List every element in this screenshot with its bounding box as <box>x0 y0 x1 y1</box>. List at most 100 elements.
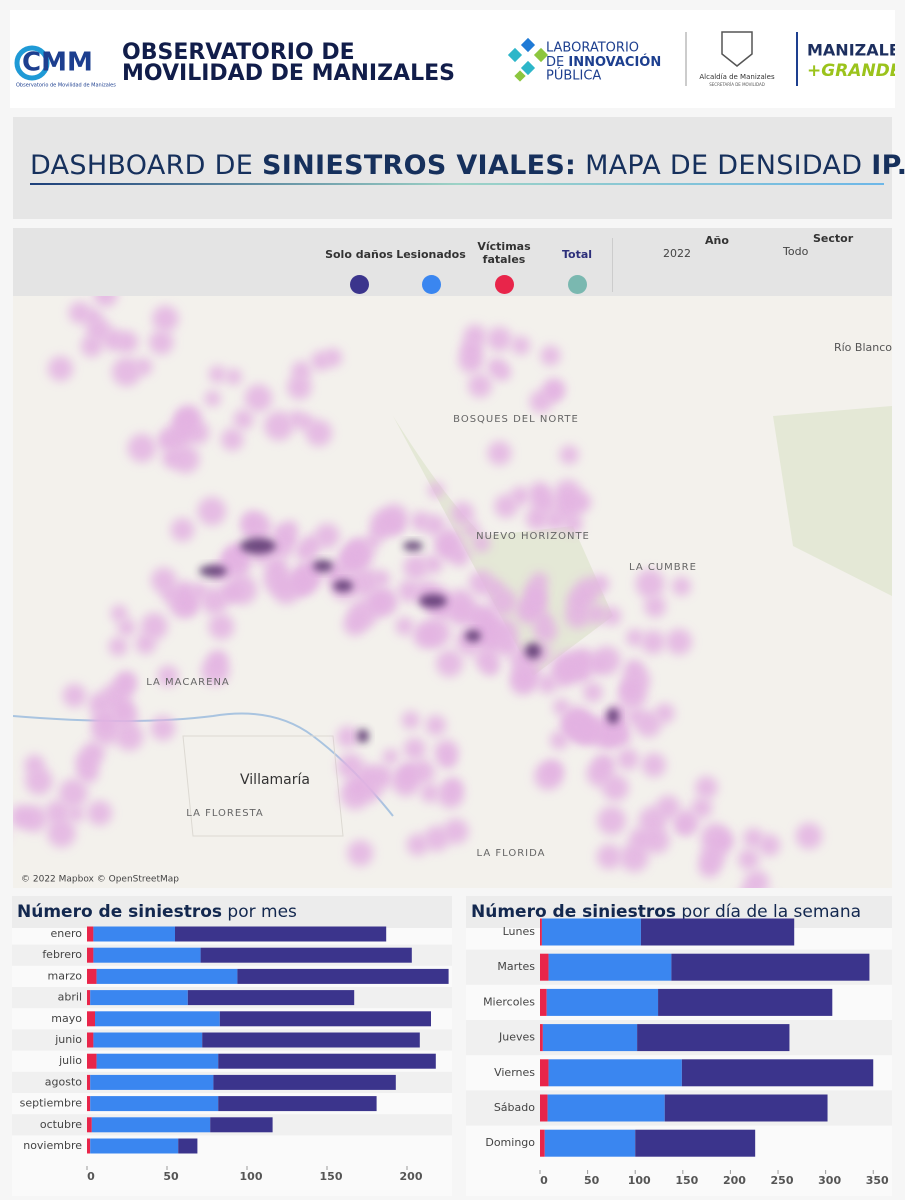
density-blob <box>635 569 665 599</box>
bar-segment <box>87 990 91 1006</box>
density-blob <box>111 703 138 730</box>
density-blob <box>442 777 463 798</box>
year-value[interactable]: 2022 <box>663 247 691 260</box>
lab-text: LABORATORIO <box>546 41 639 56</box>
legend-swatch[interactable] <box>568 275 587 294</box>
dashboard-title: DASHBOARD DE SINIESTROS VIALES: MAPA DE … <box>30 150 905 181</box>
density-blob <box>281 520 298 537</box>
bar-segment <box>93 947 201 963</box>
density-blob <box>530 572 549 591</box>
category-label: Viernes <box>494 1066 535 1079</box>
map-label: BOSQUES DEL NORTE <box>453 414 579 425</box>
legend-label: Solo daños <box>325 248 393 261</box>
map-attribution: © 2022 Mapbox © OpenStreetMap <box>21 875 179 885</box>
density-blob <box>758 834 781 857</box>
secretaria: SECRETARÍA DE MOVILIDAD <box>709 82 765 87</box>
density-blob <box>371 523 388 540</box>
density-blob <box>401 710 420 730</box>
legend-swatch[interactable] <box>350 275 369 294</box>
density-blob <box>695 776 718 799</box>
density-blob <box>208 613 235 640</box>
chart-subtitle: por día de la semana <box>681 902 861 922</box>
map-label: NUEVO HORIZONTE <box>476 531 590 542</box>
density-blob <box>227 574 258 605</box>
sector-value[interactable]: Todo <box>783 245 809 258</box>
density-blob <box>533 619 558 644</box>
bar-segment <box>218 1053 436 1069</box>
density-blob <box>423 825 450 852</box>
density-blob <box>527 587 547 607</box>
density-blob <box>588 656 607 674</box>
density-blob <box>482 659 499 676</box>
city-brand: MANIZALES <box>807 41 895 60</box>
legend-label: Total <box>561 248 593 261</box>
density-blob <box>511 336 531 355</box>
lab-text: DE INNOVACIÓN <box>546 54 661 70</box>
density-blob <box>460 338 483 361</box>
density-blob <box>676 818 693 835</box>
density-blob <box>263 411 294 441</box>
bar-segment <box>540 1094 548 1122</box>
bar-segment <box>87 1096 91 1112</box>
bar-segment <box>90 990 188 1006</box>
density-blob <box>92 706 117 732</box>
density-blob <box>531 490 557 516</box>
bar-segment <box>542 1024 638 1052</box>
x-tick-label: 0 <box>540 1174 548 1187</box>
observatory-title: MOVILIDAD DE MANIZALES <box>122 61 455 86</box>
bar-segment <box>202 1032 420 1048</box>
density-blob <box>591 574 610 593</box>
legend-label: Víctimas fatales <box>477 240 531 266</box>
lab-logo <box>507 37 549 82</box>
density-blob <box>493 363 512 381</box>
bar-segment <box>200 947 412 963</box>
bar-segment <box>547 1094 665 1122</box>
density-blob <box>593 753 615 775</box>
density-blob <box>190 582 208 601</box>
x-tick-label: 350 <box>866 1174 889 1187</box>
density-blob <box>425 714 447 736</box>
density-blob <box>563 714 589 740</box>
observatory-title: OBSERVATORIO DE <box>122 40 355 65</box>
density-blob <box>93 296 118 308</box>
bar-segment <box>637 1024 790 1052</box>
density-blob <box>240 511 263 533</box>
density-blob <box>47 818 76 848</box>
bar-segment <box>87 1138 91 1154</box>
bar-segment <box>210 1117 273 1133</box>
density-blob <box>291 361 312 381</box>
density-blob <box>286 375 312 400</box>
bar-segment <box>87 1053 97 1069</box>
density-blob <box>204 390 221 407</box>
density-blob <box>47 356 74 382</box>
bar-segment <box>213 1074 396 1090</box>
bar-segment <box>93 1032 203 1048</box>
density-blob <box>127 433 157 463</box>
filter-bar: Solo daños Lesionados Víctimas fatales Tota… <box>13 228 892 296</box>
density-blob <box>487 441 512 466</box>
density-blob <box>737 848 760 871</box>
bar-segment <box>87 1032 94 1048</box>
legend-swatch[interactable] <box>422 275 441 294</box>
density-blob <box>597 806 627 836</box>
density-blob <box>616 748 639 771</box>
bar-segment <box>87 947 94 963</box>
density-blob <box>157 431 177 451</box>
legend-swatch[interactable] <box>495 275 514 294</box>
density-blob <box>545 510 566 531</box>
bar-segment <box>87 1117 92 1133</box>
category-label: Sábado <box>494 1101 535 1114</box>
density-blob <box>157 665 179 687</box>
chart-title: Número de siniestros por día de la seman… <box>471 902 861 922</box>
density-core <box>419 594 447 608</box>
density-layer <box>13 296 823 888</box>
density-map[interactable]: Río Blanco BOSQUES DEL NORTE LA CUMBRE V… <box>13 296 892 888</box>
density-blob <box>476 607 496 626</box>
density-blob <box>117 671 137 691</box>
density-blob <box>197 496 227 526</box>
density-blob <box>117 618 136 637</box>
chart-title-band <box>12 896 452 928</box>
map-label: LA FLORIDA <box>477 848 546 859</box>
density-blob <box>700 843 726 869</box>
density-blob <box>467 373 493 398</box>
